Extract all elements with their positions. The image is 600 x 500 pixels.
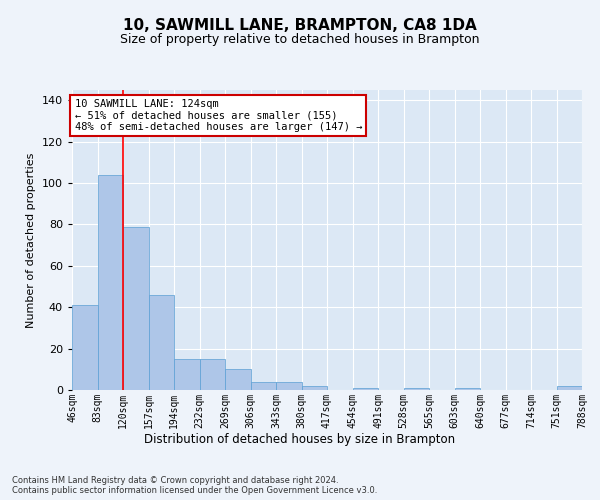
Bar [225, 370, 251, 390]
Bar [276, 382, 302, 390]
Bar [404, 388, 429, 390]
Y-axis label: Number of detached properties: Number of detached properties [26, 152, 36, 328]
Bar [149, 295, 174, 390]
Text: Contains HM Land Registry data © Crown copyright and database right 2024.
Contai: Contains HM Land Registry data © Crown c… [12, 476, 377, 495]
Bar [123, 226, 149, 390]
Bar [174, 359, 199, 390]
Text: Distribution of detached houses by size in Brampton: Distribution of detached houses by size … [145, 432, 455, 446]
Bar [72, 305, 97, 390]
Bar [251, 382, 276, 390]
Bar [302, 386, 327, 390]
Bar [557, 386, 582, 390]
Bar [353, 388, 378, 390]
Bar [97, 175, 123, 390]
Text: 10 SAWMILL LANE: 124sqm
← 51% of detached houses are smaller (155)
48% of semi-d: 10 SAWMILL LANE: 124sqm ← 51% of detache… [74, 99, 362, 132]
Text: 10, SAWMILL LANE, BRAMPTON, CA8 1DA: 10, SAWMILL LANE, BRAMPTON, CA8 1DA [123, 18, 477, 32]
Bar [455, 388, 480, 390]
Bar [199, 359, 225, 390]
Text: Size of property relative to detached houses in Brampton: Size of property relative to detached ho… [120, 32, 480, 46]
